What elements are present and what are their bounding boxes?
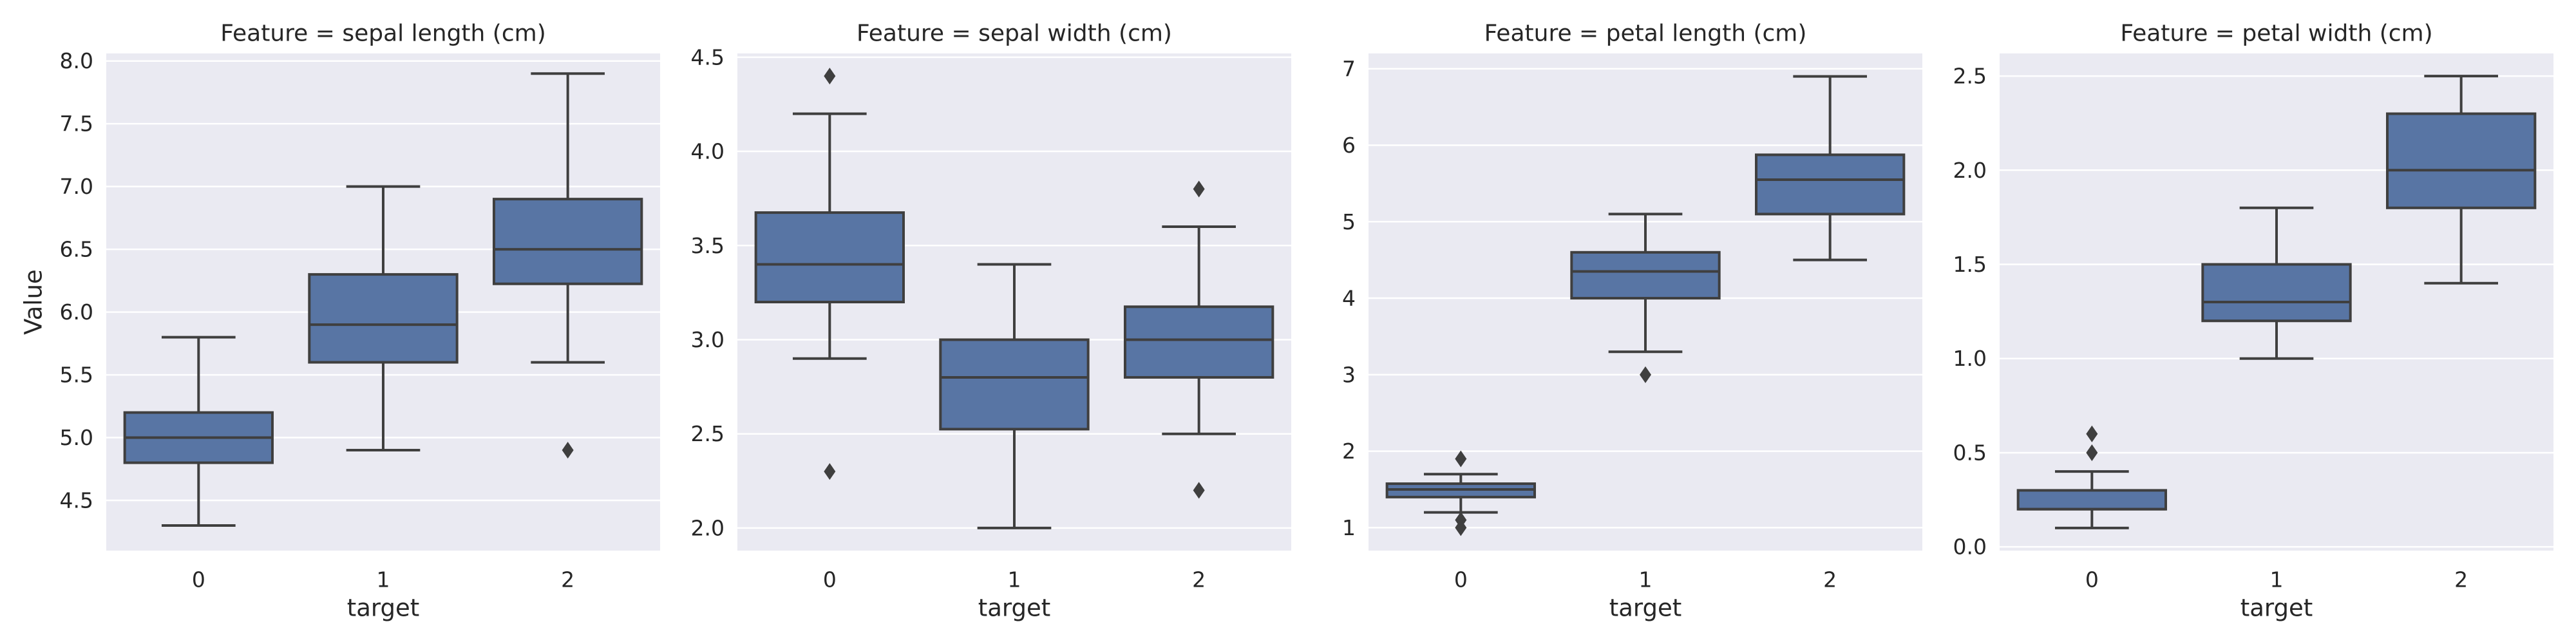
outlier-marker	[1193, 482, 1205, 499]
x-axis-label: target	[978, 594, 1051, 622]
x-tick-label: 2	[1192, 567, 1206, 592]
x-axis-label: target	[347, 594, 420, 622]
y-tick-label: 6.5	[60, 237, 93, 262]
y-tick-label: 5.0	[60, 425, 93, 450]
box-body	[2386, 112, 2537, 209]
y-tick-label: 4	[1342, 286, 1356, 311]
y-tick-label: 2	[1342, 439, 1356, 464]
outlier-marker	[562, 442, 574, 459]
x-tick-label: 1	[1639, 567, 1653, 592]
box-body	[2201, 263, 2352, 323]
box-body	[493, 198, 643, 285]
y-tick-label: 4.5	[60, 488, 93, 513]
y-tick-label: 5.5	[60, 363, 93, 388]
facet-panel-4: 0.0 0.5 1.0 1.5 2.0 2.5 0 1 2 Feature = petal wid…	[1953, 21, 2553, 622]
y-axis-label: Value	[20, 269, 48, 335]
facet-title: Feature = sepal width (cm)	[857, 21, 1172, 47]
y-tick-label: 3.0	[691, 327, 724, 352]
box-0	[1385, 450, 1537, 536]
facet-panel-2: 2.0 2.5 3.0 3.5 4.0 4.5 0 1 2 Feature = sepal wid…	[691, 21, 1291, 622]
y-tick-label: 2.5	[691, 421, 724, 446]
box-2	[1124, 180, 1274, 499]
y-tick-label: 7	[1342, 56, 1356, 81]
x-tick-label: 0	[2085, 567, 2099, 592]
box-1	[1570, 213, 1721, 383]
y-tick-label: 0.0	[1953, 535, 1987, 560]
facet-panel-3: 1 2 3 4 5 6 7 0 1 2 Feature = petal length (cm) tar…	[1342, 21, 1922, 622]
x-tick-label: 2	[2454, 567, 2468, 592]
y-tick-label: 2.5	[1953, 64, 1987, 89]
outlier-marker	[1193, 180, 1205, 198]
box-body	[754, 211, 905, 303]
y-tick-label: 1.5	[1953, 252, 1987, 277]
x-tick-label: 0	[1454, 567, 1468, 592]
y-tick-label: 0.5	[1953, 440, 1987, 465]
outlier-marker	[1455, 519, 1467, 536]
box-2	[1755, 75, 1906, 261]
box-body	[939, 338, 1090, 431]
facet-panel-1: 4.5 5.0 5.5 6.0 6.5 7.0 7.5 8.0 0 1 2 Feature = sep…	[20, 21, 660, 622]
box-body	[2016, 489, 2168, 511]
x-tick-label: 2	[1823, 567, 1837, 592]
y-tick-label: 6.0	[60, 299, 93, 325]
y-tick-label: 8.0	[60, 48, 93, 73]
x-tick-label: 0	[823, 567, 837, 592]
box-0	[2016, 425, 2168, 529]
box-0	[754, 68, 905, 480]
outlier-marker	[824, 463, 836, 480]
facet-title: Feature = sepal length (cm)	[220, 21, 546, 47]
y-tick-label: 7.5	[60, 111, 93, 137]
outlier-marker	[2086, 444, 2098, 461]
outlier-marker	[1455, 450, 1467, 468]
y-tick-label: 5	[1342, 209, 1356, 234]
box-body	[1124, 305, 1274, 379]
y-tick-label: 6	[1342, 133, 1356, 158]
y-tick-label: 3	[1342, 362, 1356, 387]
y-tick-label: 1.0	[1953, 346, 1987, 371]
x-tick-label: 0	[192, 567, 205, 592]
x-axis-label: target	[1609, 594, 1682, 622]
y-tick-label: 4.0	[691, 139, 724, 164]
x-tick-label: 1	[377, 567, 390, 592]
y-tick-label: 4.5	[691, 44, 724, 70]
x-tick-label: 1	[2270, 567, 2284, 592]
outlier-marker	[824, 68, 836, 85]
box-0	[123, 336, 274, 527]
box-2	[493, 72, 643, 459]
x-axis-label: target	[2240, 594, 2313, 622]
box-1	[2201, 206, 2352, 360]
outlier-marker	[1640, 366, 1651, 383]
facet-title: Feature = petal width (cm)	[2120, 21, 2432, 47]
y-tick-label: 2.0	[691, 515, 724, 540]
y-tick-label: 1	[1342, 515, 1356, 540]
box-body	[1755, 153, 1906, 216]
outlier-marker	[2086, 425, 2098, 442]
box-1	[939, 263, 1090, 529]
box-body	[1570, 251, 1721, 300]
box-body	[308, 273, 459, 364]
y-tick-label: 2.0	[1953, 158, 1987, 183]
box-2	[2386, 75, 2537, 285]
x-tick-label: 1	[1008, 567, 1021, 592]
y-tick-label: 3.5	[691, 233, 724, 258]
x-tick-label: 2	[561, 567, 574, 592]
facet-title: Feature = petal length (cm)	[1484, 21, 1807, 47]
box-1	[308, 185, 459, 452]
y-tick-label: 7.0	[60, 174, 93, 199]
